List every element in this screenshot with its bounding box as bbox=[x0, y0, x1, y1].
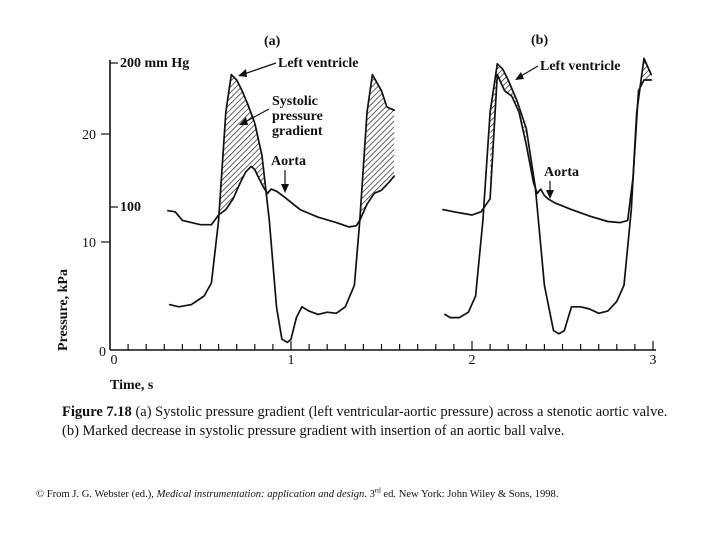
arrowhead-aorta-b bbox=[546, 190, 554, 199]
arrowhead-left-ventricle-b bbox=[515, 72, 524, 80]
y-tick-label-20: 20 bbox=[82, 128, 96, 143]
label-aorta-a: Aorta bbox=[271, 154, 306, 169]
y-secondary-label-200: 200 mm Hg bbox=[120, 56, 189, 71]
gradient-area-b-2 bbox=[631, 59, 652, 192]
credit-suffix: ed. New York: John Wiley & Sons, 1998. bbox=[380, 489, 559, 500]
series-line-a-left-ventricle bbox=[168, 73, 396, 344]
arrowhead-systolic-gradient bbox=[239, 117, 248, 125]
systolic-gradient-hatch bbox=[218, 59, 652, 226]
label-systolic-line3: gradient bbox=[272, 124, 323, 139]
gradient-area-a-1 bbox=[218, 74, 270, 215]
series-line-b-left-ventricle bbox=[444, 57, 653, 335]
y-tick-label-0: 0 bbox=[99, 345, 106, 360]
gradient-area-a-2 bbox=[356, 75, 395, 226]
credit-edition: . 3 bbox=[364, 489, 375, 500]
arrow-left-ventricle-b bbox=[520, 65, 539, 77]
label-systolic-line2: pressure bbox=[272, 109, 323, 124]
label-left-ventricle-b: Left ventricle bbox=[540, 59, 620, 74]
label-aorta-b: Aorta bbox=[544, 165, 579, 180]
x-tick-label-3: 3 bbox=[650, 353, 657, 368]
gradient-area-b-1 bbox=[490, 63, 527, 199]
credit-prefix: © From J. G. Webster (ed.), bbox=[36, 489, 154, 500]
figure-number: Figure 7.18 bbox=[62, 404, 132, 420]
arrowhead-left-ventricle-a bbox=[238, 69, 247, 77]
x-tick-label-2: 2 bbox=[469, 353, 476, 368]
credit-title: Medical instrumentation: application and… bbox=[156, 489, 365, 500]
y-secondary-label-100: 100 bbox=[120, 200, 141, 215]
x-tick-label-0: 0 bbox=[111, 353, 118, 368]
credit-edition-sup: rd bbox=[374, 486, 381, 495]
axis-ticks bbox=[101, 62, 654, 350]
label-systolic-line1: Systolic bbox=[272, 94, 318, 109]
caption-text: (a) Systolic pressure gradient (left ven… bbox=[62, 404, 668, 439]
pressure-chart: 20 10 0 200 mm Hg 100 0 1 2 3 Time, s Pr… bbox=[56, 33, 657, 393]
series-line-a-aorta bbox=[167, 165, 396, 228]
label-left-ventricle-a: Left ventricle bbox=[278, 56, 358, 71]
arrow-left-ventricle-a bbox=[243, 62, 277, 75]
panel-label-b: (b) bbox=[531, 33, 548, 48]
source-credit: © From J. G. Webster (ed.), Medical inst… bbox=[36, 486, 706, 500]
x-tick-label-1: 1 bbox=[288, 353, 295, 368]
panel-label-a: (a) bbox=[264, 34, 281, 49]
arrow-systolic-gradient bbox=[244, 108, 270, 123]
y-axis-title: Pressure, kPa bbox=[56, 269, 71, 351]
x-axis-title: Time, s bbox=[110, 378, 154, 393]
y-tick-label-10: 10 bbox=[82, 236, 96, 251]
arrowhead-aorta-a bbox=[281, 184, 289, 193]
pressure-curves bbox=[167, 57, 653, 344]
series-line-b-aorta bbox=[442, 73, 653, 224]
figure-caption: Figure 7.18 (a) Systolic pressure gradie… bbox=[62, 403, 682, 441]
